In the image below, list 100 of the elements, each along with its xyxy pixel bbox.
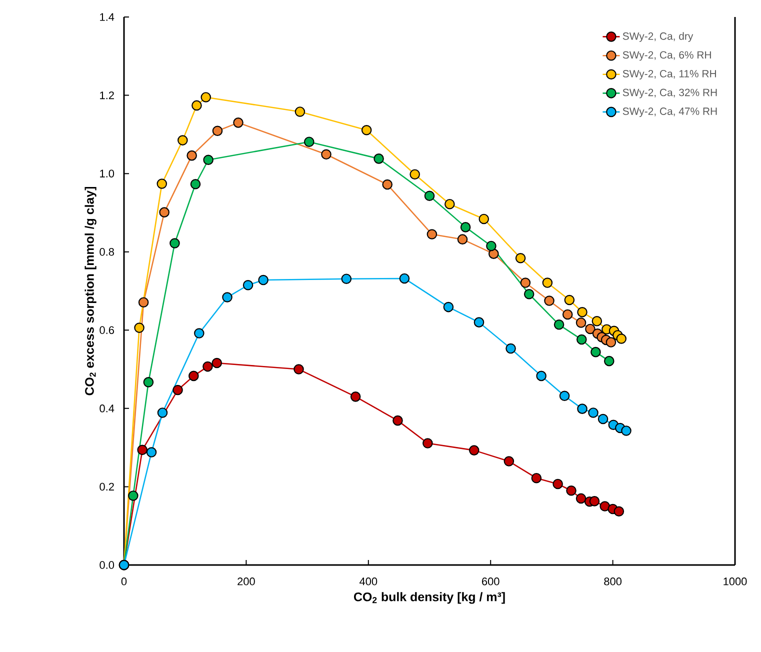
point: [554, 320, 564, 330]
point: [192, 100, 202, 111]
point: [341, 274, 352, 284]
point: [460, 222, 471, 232]
x-tick-label: 400: [360, 578, 378, 586]
x-tick-label: 600: [482, 578, 500, 586]
point: [600, 501, 610, 512]
point: [382, 179, 392, 190]
point: [294, 106, 306, 117]
point: [577, 404, 588, 414]
point: [202, 361, 213, 372]
point: [212, 126, 223, 136]
point: [422, 438, 433, 448]
point: [203, 154, 214, 166]
point: [577, 306, 588, 318]
point: [542, 278, 553, 288]
point: [128, 490, 138, 501]
point: [564, 294, 575, 306]
point: [576, 493, 586, 504]
point: [186, 150, 197, 161]
legend-label: SWy-2, Ca, 11% RH: [622, 70, 716, 80]
x-tick-label: 800: [604, 578, 622, 586]
point: [515, 252, 526, 264]
point: [233, 118, 244, 128]
legend-label: SWy-2, Ca, 6% RH: [622, 51, 711, 61]
point: [566, 485, 576, 496]
point: [614, 506, 624, 517]
y-tick-label: 0.6: [100, 326, 114, 334]
y-tick-label: 0.0: [100, 561, 114, 569]
legend-label: SWy-2, Ca, dry: [622, 32, 694, 42]
point: [212, 358, 222, 368]
y-axis-title: CO$_{2}$ excess sorption [mmol /g clay]: [84, 186, 96, 396]
point: [258, 274, 268, 286]
point: [604, 356, 614, 366]
point: [242, 280, 254, 290]
point: [143, 377, 154, 388]
point: [157, 408, 168, 418]
point: [576, 318, 586, 328]
point: [562, 309, 573, 320]
point: [468, 445, 480, 456]
point: [606, 337, 616, 348]
point: [146, 447, 157, 458]
y-tick-label: 0.4: [100, 404, 114, 412]
x-axis-title: CO$_{2}$ bulk density [kg / m³]: [354, 592, 505, 604]
point: [486, 240, 496, 252]
x-tick-label: 1000: [724, 578, 747, 586]
point: [590, 346, 601, 358]
y-tick-label: 1.4: [100, 13, 114, 21]
x-tick-label: 200: [238, 578, 255, 586]
point: [178, 135, 188, 146]
point: [194, 328, 204, 338]
point: [598, 414, 608, 424]
point: [444, 198, 455, 210]
point: [559, 390, 570, 402]
x-tick-label: 0: [121, 578, 127, 586]
point: [159, 207, 170, 218]
point: [321, 149, 332, 160]
point: [616, 334, 627, 344]
point: [589, 496, 600, 506]
point: [304, 136, 314, 148]
point: [424, 190, 435, 202]
point: [524, 288, 534, 300]
point: [588, 408, 598, 418]
point: [156, 178, 168, 189]
point: [506, 343, 516, 354]
point: [350, 392, 361, 402]
point: [222, 292, 232, 302]
point: [544, 296, 554, 306]
point: [592, 316, 602, 326]
point: [426, 229, 438, 240]
point: [374, 154, 384, 164]
legend-label: SWy-2, Ca, 47% RH: [622, 108, 717, 118]
point: [134, 322, 144, 333]
point: [504, 456, 514, 466]
point: [399, 273, 410, 284]
point: [536, 370, 546, 382]
point: [361, 124, 372, 136]
point: [410, 169, 420, 180]
point: [474, 317, 484, 328]
point: [392, 415, 403, 426]
y-tick-label: 1.2: [100, 91, 114, 100]
point: [585, 324, 596, 334]
point: [621, 426, 632, 436]
point: [552, 478, 563, 490]
legend-label: SWy-2, Ca, 32% RH: [622, 88, 717, 98]
y-tick-label: 0.8: [100, 248, 114, 256]
point: [172, 384, 183, 396]
point: [478, 214, 490, 224]
point: [137, 444, 148, 456]
y-tick-label: 0.2: [100, 482, 114, 491]
point: [531, 472, 542, 484]
point: [170, 238, 180, 248]
point: [443, 302, 454, 312]
point: [520, 278, 531, 288]
y-tick-label: 1.0: [100, 170, 114, 178]
point: [457, 234, 468, 244]
point: [576, 334, 587, 345]
point: [138, 297, 149, 308]
point: [200, 92, 212, 102]
point: [188, 370, 199, 382]
